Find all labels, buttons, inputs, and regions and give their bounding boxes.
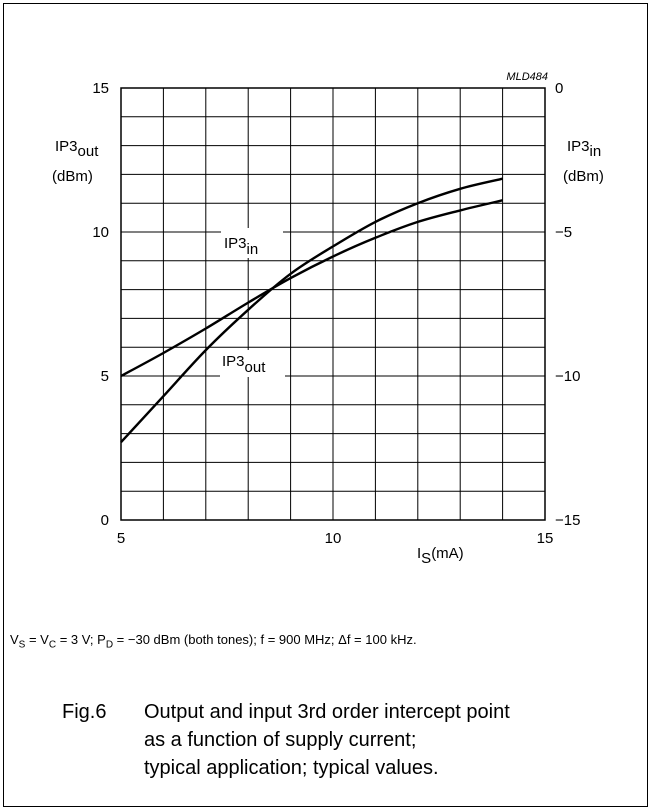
y-left-tick-label: 0: [101, 512, 109, 529]
caption-line: typical application; typical values.: [144, 757, 439, 779]
series-line-ip3in: [120, 199, 503, 378]
y-right-unit: (dBm): [563, 168, 604, 185]
y-left-tick-label: 10: [92, 224, 109, 241]
x-tick-label: 5: [117, 530, 125, 547]
test-conditions: VS = VC = 3 V; PD = −30 dBm (both tones)…: [10, 632, 417, 651]
caption-text: Output and input 3rd order intercept poi…: [144, 698, 524, 782]
y-right-tick-label: 0: [555, 80, 563, 97]
figure-number: Fig.6: [62, 701, 107, 723]
y-right-tick-label: −15: [555, 512, 580, 529]
svg-text:IP3out: IP3out: [222, 353, 266, 376]
y-right-tick-label: −5: [555, 224, 572, 241]
figure-code: MLD484: [506, 71, 548, 83]
y-left-tick-label: 5: [101, 368, 109, 385]
x-tick-label: 10: [325, 530, 342, 547]
grid: [121, 88, 545, 520]
y-right-label: IP3in: [567, 138, 601, 160]
series-label-ip3out: IP3out: [220, 350, 285, 377]
caption-line: as a function of supply current;: [144, 729, 417, 751]
y-right-tick-label: −10: [555, 368, 580, 385]
series-lines: [120, 177, 503, 444]
caption-line: Output and input 3rd order intercept poi…: [144, 701, 510, 723]
series-line-ip3out: [120, 177, 503, 444]
y-left-unit: (dBm): [52, 168, 93, 185]
x-axis-label: IS(mA): [417, 545, 464, 567]
figure-frame: [3, 3, 648, 807]
plot-border: [120, 87, 546, 521]
x-tick-label: 15: [537, 530, 554, 547]
y-left-label: IP3out: [55, 138, 99, 160]
series-label-ip3in: IP3in: [221, 228, 283, 258]
y-left-tick-label: 15: [92, 80, 109, 97]
svg-text:IP3in: IP3in: [224, 235, 258, 258]
